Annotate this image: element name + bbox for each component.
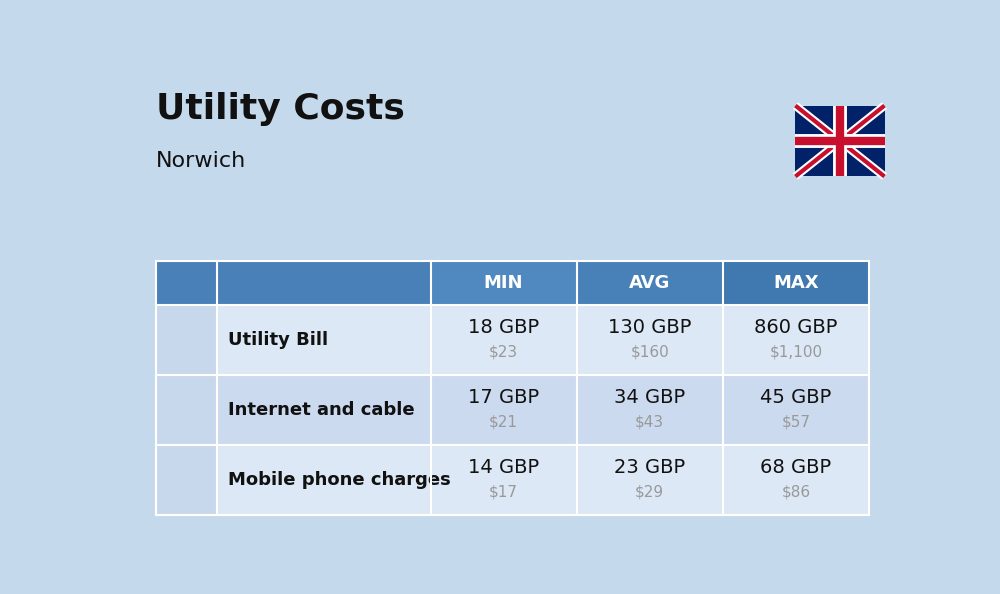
- Text: $57: $57: [781, 415, 810, 429]
- Text: Internet and cable: Internet and cable: [228, 401, 415, 419]
- Text: 860 GBP: 860 GBP: [754, 318, 838, 337]
- Text: Norwich: Norwich: [156, 151, 246, 171]
- Text: $160: $160: [630, 345, 669, 359]
- Text: 45 GBP: 45 GBP: [760, 388, 832, 407]
- Text: AVG: AVG: [629, 274, 670, 292]
- Text: Utility Costs: Utility Costs: [156, 92, 405, 126]
- Text: $29: $29: [635, 485, 664, 500]
- Text: 17 GBP: 17 GBP: [468, 388, 539, 407]
- Text: 23 GBP: 23 GBP: [614, 458, 685, 477]
- Text: Utility Bill: Utility Bill: [228, 331, 328, 349]
- Text: $23: $23: [489, 345, 518, 359]
- Text: 18 GBP: 18 GBP: [468, 318, 539, 337]
- Text: $17: $17: [489, 485, 518, 500]
- Bar: [156, 261, 869, 305]
- Text: 68 GBP: 68 GBP: [760, 458, 831, 477]
- Bar: [431, 261, 577, 305]
- Text: MIN: MIN: [484, 274, 523, 292]
- Bar: [156, 445, 217, 515]
- Bar: [795, 106, 885, 176]
- Bar: [156, 375, 869, 445]
- Bar: [156, 305, 217, 375]
- Bar: [156, 261, 869, 515]
- Text: $86: $86: [781, 485, 810, 500]
- Text: $1,100: $1,100: [769, 345, 822, 359]
- Text: 14 GBP: 14 GBP: [468, 458, 539, 477]
- Bar: [156, 375, 217, 445]
- Text: $43: $43: [635, 415, 664, 429]
- Bar: [156, 305, 869, 375]
- Text: 130 GBP: 130 GBP: [608, 318, 691, 337]
- Text: $21: $21: [489, 415, 518, 429]
- Bar: [156, 445, 869, 515]
- Text: Mobile phone charges: Mobile phone charges: [228, 471, 451, 489]
- Bar: [577, 261, 723, 305]
- Text: MAX: MAX: [773, 274, 819, 292]
- Text: 34 GBP: 34 GBP: [614, 388, 685, 407]
- Bar: [723, 261, 869, 305]
